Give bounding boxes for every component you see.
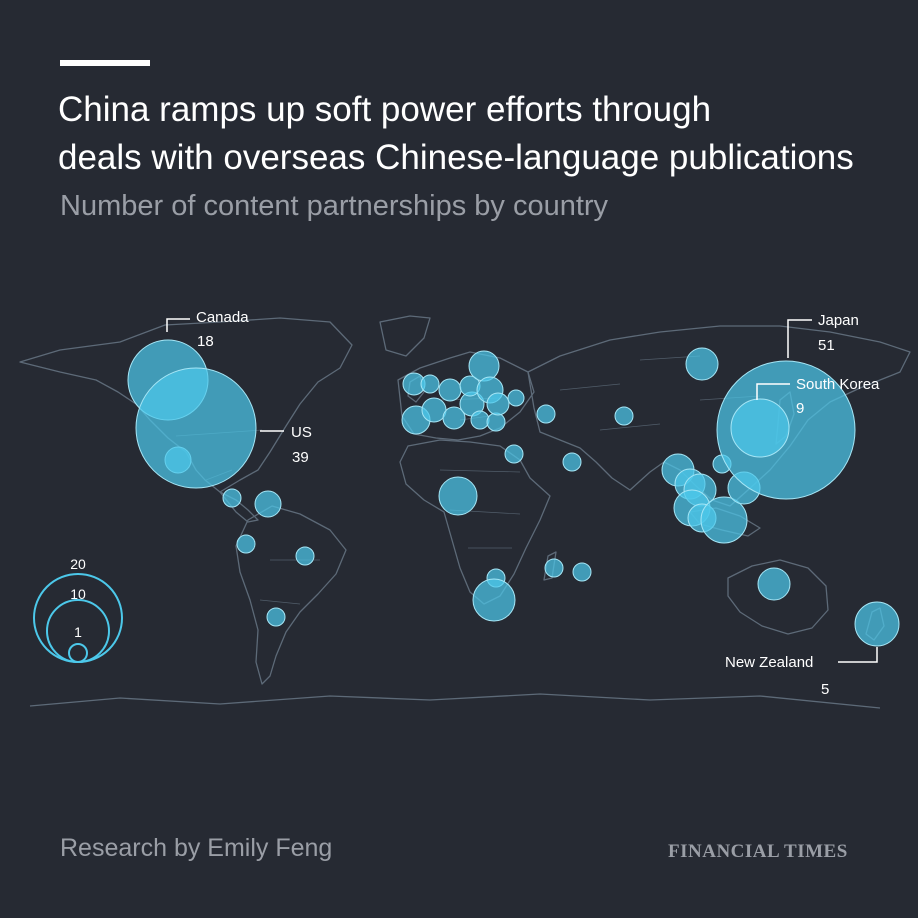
bubble-ukraine: [486, 392, 510, 416]
title-line-1: China ramps up soft power efforts throug…: [58, 90, 712, 129]
bubble-cuba: [222, 488, 242, 508]
bubble-brazil: [295, 546, 315, 566]
bubble-australia: [757, 567, 791, 601]
bubble-south-africa: [472, 578, 516, 622]
bubble-argentina: [266, 607, 286, 627]
new-zealand-leader: [838, 647, 878, 663]
top-rule: [60, 60, 150, 66]
bubble-germany: [438, 378, 462, 402]
bubble-italy: [442, 406, 466, 430]
bubble-new-zealand: [854, 601, 900, 647]
legend-circle-1: [68, 643, 88, 663]
bubble-france: [421, 397, 447, 423]
europe-outline: [397, 351, 535, 441]
ft-brand-logo: FINANCIAL TIMES: [668, 841, 848, 862]
japan-value: 51: [818, 337, 835, 354]
bubble-egypt: [504, 444, 524, 464]
south-korea-label: South Korea: [796, 376, 880, 393]
new-zealand-label: New Zealand: [725, 654, 813, 671]
bubble-uae: [562, 452, 582, 472]
bubble-mauritius: [572, 562, 592, 582]
bubble-south-korea: [730, 398, 790, 458]
legend-label-20: 20: [70, 556, 86, 572]
bubble-belarus: [507, 389, 525, 407]
bubble-turkey: [536, 404, 556, 424]
bubble-russia-east: [685, 347, 719, 381]
new-zealand-value: 5: [821, 681, 829, 698]
bubble-netherlands: [420, 374, 440, 394]
madagascar-outline: [543, 551, 557, 581]
bubble-tanzania: [544, 558, 564, 578]
legend-label-10: 10: [70, 586, 86, 602]
bubble-kazakhstan: [614, 406, 634, 426]
labelled-bubbles: [127, 339, 900, 647]
canada-value: 18: [197, 333, 214, 350]
callout-lines: [166, 318, 878, 663]
greenland-outline: [379, 315, 431, 357]
bubble-sweden: [468, 350, 500, 382]
chart-subtitle: Number of content partnerships by countr…: [60, 190, 609, 222]
credit-text: Research by Emily Feng: [60, 834, 333, 862]
south-america-outline: [235, 505, 347, 685]
japan-label: Japan: [818, 312, 859, 329]
bubble-venezuela: [254, 490, 282, 518]
japan-leader: [787, 319, 812, 358]
bubble-greece: [486, 412, 506, 432]
chart-title: China ramps up soft power efforts throug…: [58, 86, 898, 182]
bubbles: [164, 347, 791, 627]
bubble-indonesia: [700, 496, 748, 544]
bubble-hungary: [470, 410, 490, 430]
callout-labels: Canada 18 US 39 Japan 51 South Korea 9 N…: [196, 309, 880, 698]
us-label: US: [291, 424, 312, 441]
title-line-2: deals with overseas Chinese-language pub…: [58, 138, 854, 177]
canada-leader: [166, 318, 190, 332]
australia-outline: [727, 559, 829, 635]
size-legend: 20 10 1: [33, 556, 123, 663]
antarctica-outline: [29, 693, 881, 709]
bubble-nigeria: [438, 476, 478, 516]
south-korea-value: 9: [796, 400, 804, 417]
bubble-us: [135, 367, 257, 489]
south-korea-leader: [756, 383, 790, 400]
bubble-peru: [236, 534, 256, 554]
canada-label: Canada: [196, 309, 249, 326]
africa-outline: [399, 439, 551, 605]
us-value: 39: [292, 449, 309, 466]
legend-label-1: 1: [74, 624, 82, 640]
